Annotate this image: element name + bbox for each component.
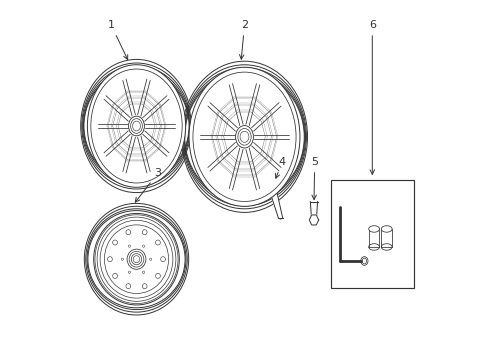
Ellipse shape — [126, 230, 130, 235]
Text: 5: 5 — [310, 157, 318, 199]
Ellipse shape — [128, 116, 144, 136]
Ellipse shape — [142, 284, 147, 289]
Text: 3: 3 — [135, 168, 161, 202]
Text: 6: 6 — [368, 20, 375, 174]
Ellipse shape — [142, 230, 147, 235]
Polygon shape — [368, 229, 379, 247]
Ellipse shape — [240, 131, 248, 142]
Ellipse shape — [181, 61, 307, 212]
Ellipse shape — [155, 240, 160, 245]
Ellipse shape — [81, 59, 192, 193]
Ellipse shape — [127, 249, 145, 269]
Ellipse shape — [189, 67, 299, 206]
Ellipse shape — [126, 284, 130, 289]
Ellipse shape — [381, 226, 391, 232]
Ellipse shape — [161, 257, 165, 262]
Polygon shape — [309, 215, 318, 225]
Polygon shape — [268, 189, 282, 218]
Text: 2: 2 — [239, 20, 247, 59]
Ellipse shape — [368, 226, 379, 232]
Ellipse shape — [132, 121, 140, 131]
Polygon shape — [381, 229, 391, 247]
Ellipse shape — [112, 273, 117, 278]
Polygon shape — [310, 202, 317, 218]
Ellipse shape — [94, 213, 179, 305]
Ellipse shape — [87, 65, 185, 187]
Ellipse shape — [155, 273, 160, 278]
Bar — [330, 180, 413, 288]
Ellipse shape — [235, 126, 253, 148]
Text: 4: 4 — [275, 157, 285, 178]
Text: 1: 1 — [107, 20, 127, 59]
Ellipse shape — [84, 203, 188, 315]
Ellipse shape — [235, 126, 253, 148]
Ellipse shape — [131, 254, 142, 265]
Ellipse shape — [132, 121, 140, 131]
Ellipse shape — [107, 257, 112, 262]
Ellipse shape — [112, 240, 117, 245]
Ellipse shape — [240, 131, 248, 142]
Ellipse shape — [128, 116, 144, 136]
